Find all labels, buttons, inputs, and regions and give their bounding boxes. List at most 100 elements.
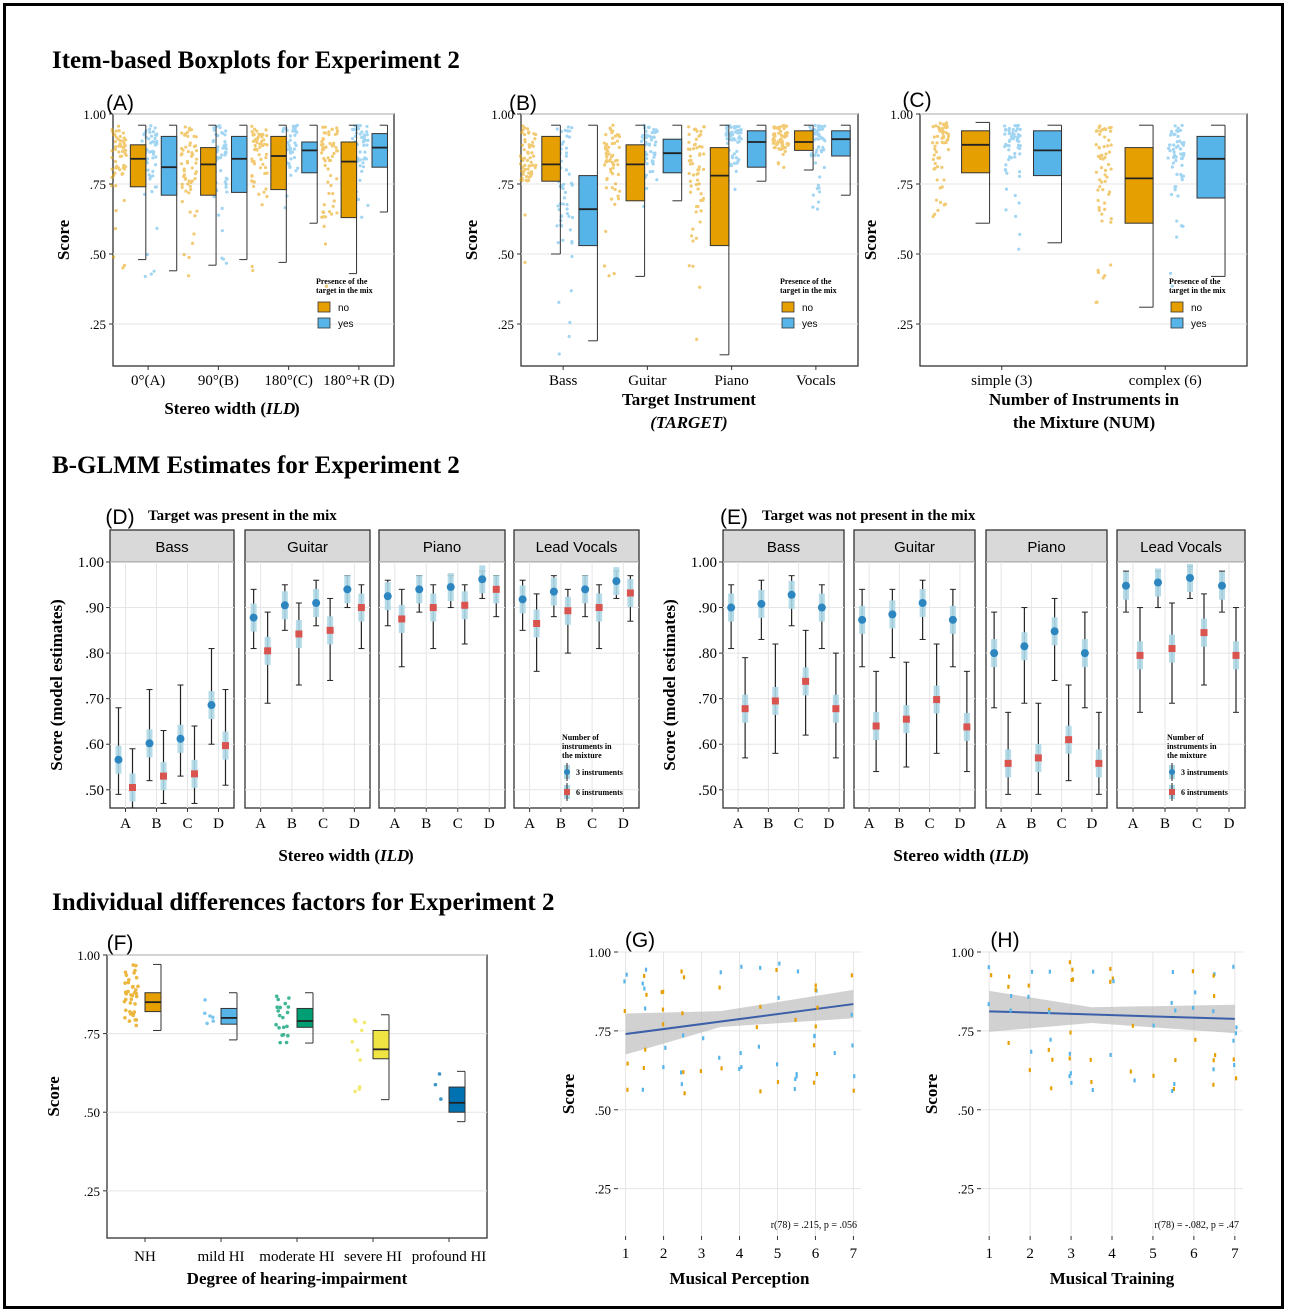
box-no xyxy=(200,124,217,266)
x-tick-label: 1 xyxy=(622,1246,630,1262)
data-point xyxy=(128,1001,133,1005)
data-point xyxy=(733,187,737,192)
x-tick-label: C xyxy=(453,816,463,832)
data-point xyxy=(278,1040,282,1045)
data-point xyxy=(251,268,255,273)
data-point xyxy=(145,252,149,257)
data-point xyxy=(123,152,127,156)
data-point xyxy=(563,190,568,195)
data-point xyxy=(288,134,293,138)
estimate-3 xyxy=(383,592,392,601)
data-point xyxy=(320,139,324,144)
legend-label-yes: yes xyxy=(338,319,354,330)
x-tick-label: 6 xyxy=(812,1246,820,1262)
data-point xyxy=(335,211,339,215)
data-point xyxy=(757,1044,761,1049)
box-yes xyxy=(301,124,318,224)
data-point xyxy=(945,124,949,129)
data-point xyxy=(817,186,821,190)
estimate-3 xyxy=(1080,649,1089,658)
data-point xyxy=(1069,1071,1072,1076)
estimate-6 xyxy=(191,770,198,778)
data-point xyxy=(699,192,703,196)
data-point xyxy=(123,997,128,1002)
estimate-6 xyxy=(1168,645,1176,653)
data-point xyxy=(329,212,334,216)
data-point xyxy=(212,126,216,130)
data-point xyxy=(1097,208,1101,212)
data-point xyxy=(932,135,936,139)
data-point xyxy=(353,1089,357,1094)
data-point xyxy=(602,163,607,167)
y-tick-label: .50 xyxy=(958,1103,974,1118)
data-point xyxy=(281,127,286,131)
data-point xyxy=(293,141,297,145)
estimate-6 xyxy=(461,601,469,609)
y-tick-label: 1.00 xyxy=(78,555,104,571)
legend-key-yes xyxy=(1170,317,1184,329)
data-point xyxy=(1109,125,1113,130)
data-point xyxy=(755,1025,758,1030)
data-point xyxy=(777,995,780,1000)
data-point xyxy=(533,137,537,141)
estimate-3 xyxy=(478,575,487,584)
data-point xyxy=(1180,123,1184,128)
data-point xyxy=(557,300,561,304)
data-point xyxy=(527,145,532,149)
y-axis-title: Score xyxy=(559,1073,578,1114)
data-point xyxy=(738,1066,741,1071)
jitter-points xyxy=(686,125,706,341)
data-point xyxy=(252,132,256,136)
data-point xyxy=(250,130,254,134)
data-point xyxy=(934,198,939,202)
data-point xyxy=(152,150,156,154)
data-point xyxy=(151,174,155,178)
facet-panel xyxy=(513,561,640,809)
data-point xyxy=(603,147,608,151)
data-point xyxy=(265,133,269,138)
data-point xyxy=(734,169,738,173)
x-tick-label: D xyxy=(823,816,834,832)
data-point xyxy=(264,187,268,191)
data-point xyxy=(1097,206,1101,210)
data-point xyxy=(699,209,703,213)
data-point xyxy=(330,127,334,132)
data-point xyxy=(732,152,737,156)
data-point xyxy=(1232,964,1235,969)
data-point xyxy=(220,153,224,157)
data-point xyxy=(1106,162,1111,167)
data-point xyxy=(696,187,700,191)
confidence-band xyxy=(989,990,1235,1034)
data-point xyxy=(608,126,612,130)
data-point xyxy=(327,133,331,137)
data-point xyxy=(520,178,524,182)
data-point xyxy=(258,166,263,170)
box-no xyxy=(541,124,561,255)
data-point xyxy=(615,139,620,143)
data-point xyxy=(813,123,817,128)
data-point xyxy=(725,129,729,133)
data-point xyxy=(1235,1076,1238,1081)
data-point xyxy=(819,124,824,129)
data-point xyxy=(739,1051,742,1056)
x-tick-label: Guitar xyxy=(628,373,666,389)
data-point xyxy=(152,269,156,273)
data-point xyxy=(321,125,325,129)
legend-label-yes: yes xyxy=(1191,319,1207,330)
data-point xyxy=(288,151,293,155)
box-yes xyxy=(662,124,683,202)
data-point xyxy=(327,130,331,134)
data-point xyxy=(182,174,186,179)
data-point xyxy=(680,1082,683,1087)
data-point xyxy=(294,143,298,148)
data-point xyxy=(123,970,128,975)
data-point xyxy=(292,155,297,160)
data-point xyxy=(1235,1025,1238,1030)
data-point xyxy=(211,1015,215,1020)
data-point xyxy=(180,185,184,189)
data-point xyxy=(687,264,691,268)
data-point xyxy=(529,160,533,164)
data-point xyxy=(1005,171,1009,175)
data-point xyxy=(360,130,364,134)
x-axis-title-b-1: Target Instrument xyxy=(622,390,756,409)
